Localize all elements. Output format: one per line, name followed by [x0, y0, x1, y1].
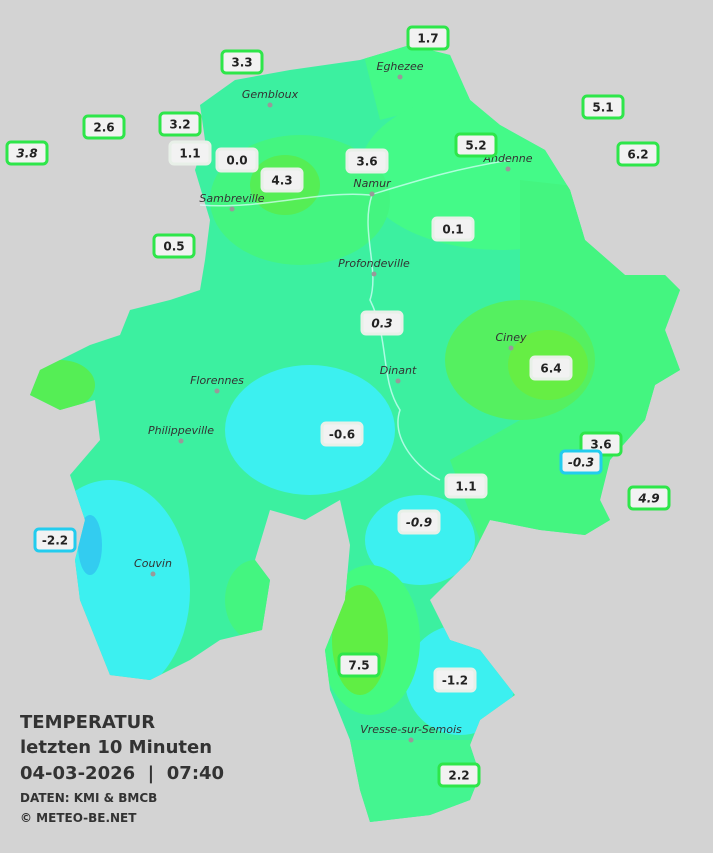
station-value: 5.2: [465, 139, 486, 153]
station-box: [5, 140, 49, 166]
station-box: [168, 140, 212, 166]
town-label: Eghezee: [377, 60, 424, 73]
station-value: 3.2: [169, 118, 190, 132]
station-value: 1.1: [179, 147, 200, 161]
station-box: [437, 762, 481, 788]
station-value: 2.2: [448, 769, 469, 783]
station-box: [345, 148, 389, 174]
caption-datetime: 04-03-2026 | 07:40: [20, 763, 225, 784]
town-dot: [408, 737, 414, 743]
town-label: Profondeville: [338, 257, 410, 270]
station-box: [82, 114, 126, 140]
station-value: -2.2: [42, 534, 68, 548]
station-value: 6.2: [627, 148, 648, 162]
station-box: [158, 111, 202, 137]
station-box: [360, 310, 404, 336]
town-dot: [397, 74, 403, 80]
station-value: 6.4: [540, 362, 561, 376]
station-box: [337, 652, 381, 678]
town-label: Gembloux: [242, 88, 299, 101]
station-box: [406, 25, 450, 51]
town-dot: [150, 571, 156, 577]
town-dot: [229, 206, 235, 212]
town-label: Couvin: [134, 557, 172, 570]
station-value: 3.6: [590, 438, 611, 452]
town-dot: [178, 438, 184, 444]
town-label: Philippeville: [148, 424, 214, 437]
caption-source: DATEN: KMI & BMCB: [20, 791, 158, 805]
station-box: [433, 667, 477, 693]
station-value: 4.3: [271, 174, 292, 188]
caption-copyright: © METEO-BE.NET: [20, 811, 137, 825]
station-box: [33, 527, 77, 553]
station-value: 1.1: [455, 480, 476, 494]
station-value: -0.9: [406, 516, 432, 530]
town-label: Namur: [353, 177, 392, 190]
town-dot: [371, 271, 377, 277]
caption-period: letzten 10 Minuten: [20, 737, 213, 758]
station-value: 0.0: [226, 154, 247, 168]
station-value: 1.7: [417, 32, 438, 46]
town-label: Dinant: [380, 364, 417, 377]
station-value: 0.1: [442, 223, 463, 237]
town-dot: [395, 378, 401, 384]
station-value: 3.8: [16, 147, 37, 161]
station-value: 0.3: [371, 317, 392, 331]
station-box: [431, 216, 475, 242]
station-value: 2.6: [93, 121, 114, 135]
station-box: [320, 421, 364, 447]
caption-title: TEMPERATUR: [20, 712, 156, 733]
station-box: [397, 509, 441, 535]
station-value: 7.5: [348, 659, 369, 673]
town-label: Florennes: [190, 374, 244, 387]
station-box: [627, 485, 671, 511]
town-label: Sambreville: [199, 192, 264, 205]
station-box: [581, 94, 625, 120]
station-value: -1.2: [442, 674, 468, 688]
station-value: -0.6: [329, 428, 355, 442]
station-box: [220, 49, 264, 75]
station-box: [215, 147, 259, 173]
station-value: 0.5: [163, 240, 184, 254]
station-box: [260, 167, 304, 193]
station-value: 5.1: [592, 101, 613, 115]
town-dot: [267, 102, 273, 108]
station-box: [444, 473, 488, 499]
station-value: -0.3: [568, 456, 594, 470]
town-label: Vresse-sur-Semois: [360, 723, 462, 736]
station-value: 3.3: [231, 56, 252, 70]
station-value: 3.6: [356, 155, 377, 169]
town-dot: [214, 388, 220, 394]
station-box: [529, 355, 573, 381]
town-dot: [508, 345, 514, 351]
town-dot: [505, 166, 511, 172]
station-box: [152, 233, 196, 259]
station-box: [559, 449, 603, 475]
station-value: 4.9: [637, 492, 659, 506]
town-label: Ciney: [496, 331, 527, 344]
station-box: [454, 132, 498, 158]
town-dot: [369, 191, 375, 197]
station-box: [616, 141, 660, 167]
